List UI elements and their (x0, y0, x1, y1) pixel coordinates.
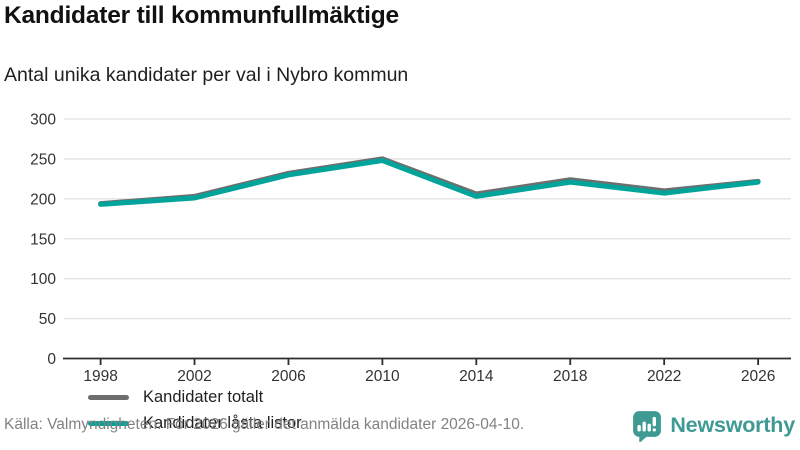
chart-canvas: 0 50 100 150 200 250 300 1998 2002 2006 2010 2014 20… (30, 112, 791, 385)
x-tick-label: 2026 (741, 368, 775, 385)
newsworthy-logo: Newsworthy (630, 409, 795, 442)
x-tick-label: 2006 (271, 368, 305, 385)
y-tick-label: 300 (30, 112, 56, 129)
x-tick-label: 2002 (177, 368, 211, 385)
y-tick-label: 100 (30, 271, 56, 288)
chart-subtitle: Antal unika kandidater per val i Nybro k… (4, 64, 409, 86)
newsworthy-wordmark: Newsworthy (670, 412, 795, 437)
y-tick-label: 0 (47, 351, 56, 368)
line-chart: 0 50 100 150 200 250 300 1998 2002 2006 2010 2014 20… (0, 100, 800, 432)
y-tick-label: 250 (30, 151, 56, 168)
legend-item-kandidater-totalt: Kandidater totalt (88, 386, 302, 408)
chart-legend: Kandidater totalt Kandidater låsta listo… (88, 386, 302, 434)
chart-title: Kandidater till kommunfullmäktige (4, 2, 399, 29)
series-line-kandidater-lasta-listor (98, 158, 761, 207)
legend-label-totalt: Kandidater totalt (143, 387, 264, 406)
y-tick-label: 200 (30, 191, 56, 208)
x-tick-label: 2010 (365, 368, 400, 385)
footer: Källa: Valmyndigheten. För 2026 gäller d… (0, 406, 800, 450)
x-tick-label: 1998 (83, 368, 117, 385)
source-note: Källa: Valmyndigheten. För 2026 gäller d… (4, 416, 525, 433)
legend-item-kandidater-lasta-listor: Kandidater låsta listor (88, 412, 302, 434)
x-tick-label: 2022 (647, 368, 681, 385)
y-tick-label: 50 (39, 311, 57, 328)
x-tick-label: 2014 (459, 368, 494, 385)
y-tick-label: 150 (30, 231, 56, 248)
legend-swatch-totalt (88, 394, 129, 400)
legend-swatch-lasta-listor (88, 420, 129, 426)
newsworthy-chart-bubble-icon (633, 410, 662, 442)
x-tick-label: 2018 (553, 368, 587, 385)
legend-label-lasta-listor: Kandidater låsta listor (143, 413, 302, 432)
